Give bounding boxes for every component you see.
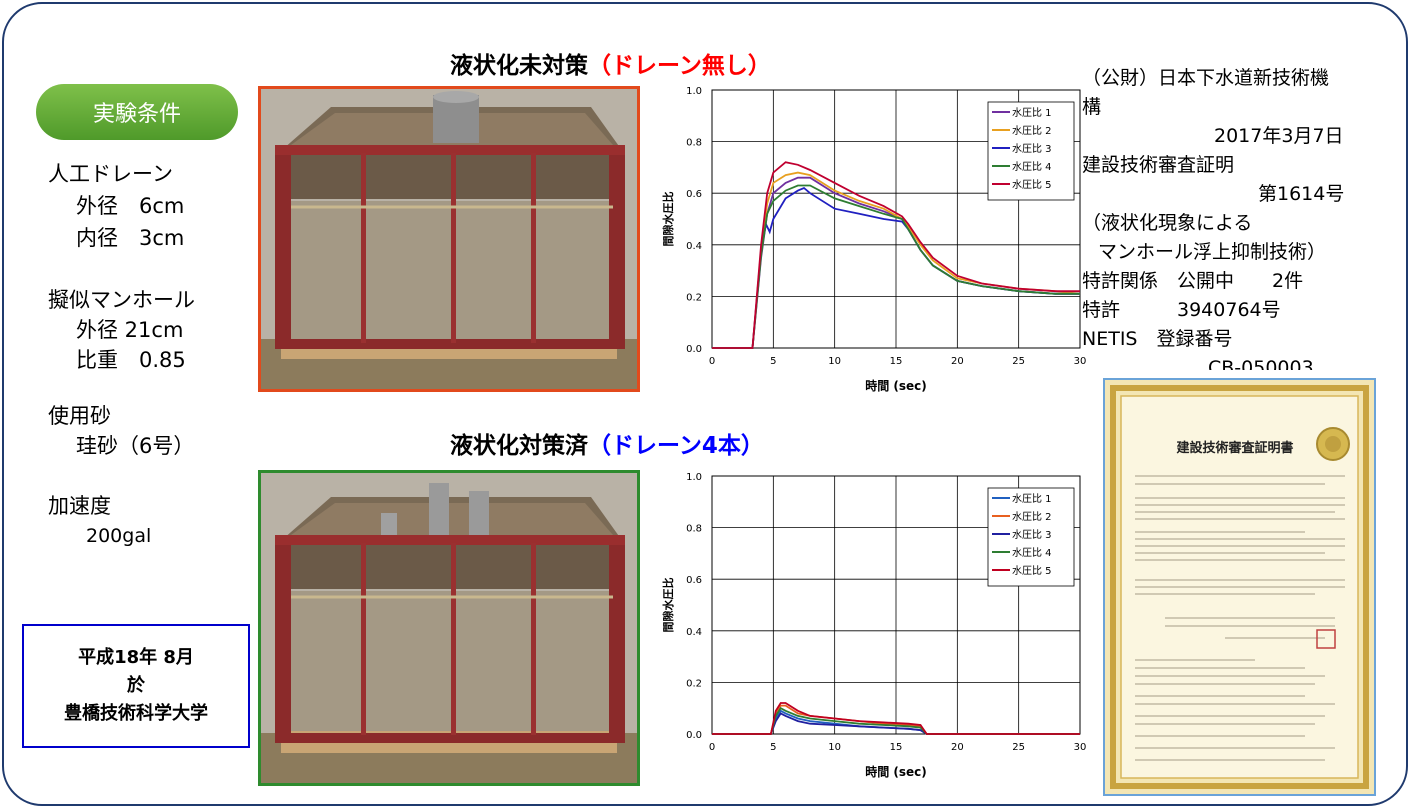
x-axis-label: 時間 (sec) <box>865 378 927 393</box>
y-tick-label: 0.8 <box>686 524 702 535</box>
date-line: 平成18年 8月 <box>78 647 194 668</box>
legend-label: 水圧比 3 <box>1012 529 1052 541</box>
photo-with-drain <box>258 470 640 786</box>
legend-label: 水圧比 1 <box>1012 107 1052 119</box>
info-cert-title: 建設技術審査証明 <box>1082 154 1235 176</box>
x-tick-label: 25 <box>1012 356 1025 367</box>
x-tick-label: 20 <box>951 742 964 753</box>
x-axis-label: 時間 (sec) <box>865 764 927 779</box>
top-title-main: 液状化未対策 <box>450 53 588 79</box>
series-line-3 <box>712 712 1080 735</box>
accel-value: 200gal <box>86 525 152 547</box>
top-title-sub: （ドレーン無し） <box>588 53 771 79</box>
y-tick-label: 1.0 <box>686 472 702 483</box>
x-tick-label: 15 <box>890 356 903 367</box>
bottom-title: 液状化対策済（ドレーン4本） <box>450 426 764 460</box>
x-tick-label: 20 <box>951 356 964 367</box>
y-tick-label: 0.6 <box>686 575 702 586</box>
y-tick-label: 0.2 <box>686 678 702 689</box>
y-tick-label: 0.0 <box>686 730 702 741</box>
series-line-4 <box>712 707 1080 735</box>
y-tick-label: 0.6 <box>686 189 702 200</box>
accel-label: 加速度 <box>48 494 111 518</box>
x-tick-label: 5 <box>770 356 776 367</box>
y-tick-label: 0.0 <box>686 344 702 355</box>
x-tick-label: 10 <box>828 356 841 367</box>
x-tick-label: 30 <box>1074 356 1087 367</box>
x-tick-label: 5 <box>770 742 776 753</box>
drain-od: 外径 6cm <box>76 194 185 218</box>
bottom-title-main: 液状化対策済 <box>450 433 588 459</box>
x-tick-label: 0 <box>709 356 715 367</box>
x-tick-label: 0 <box>709 742 715 753</box>
info-patent-status: 特許関係 公開中 2件 <box>1082 270 1304 292</box>
info-organization: （公財）日本下水道新技術機 <box>1082 67 1330 89</box>
info-date: 2017年3月7日 <box>1214 125 1344 147</box>
y-axis-label: 間隙水圧比 <box>661 578 675 633</box>
y-tick-label: 0.2 <box>686 292 702 303</box>
x-tick-label: 15 <box>890 742 903 753</box>
legend-label: 水圧比 2 <box>1012 125 1052 137</box>
info-organization-cont: 構 <box>1082 96 1102 118</box>
top-title: 液状化未対策（ドレーン無し） <box>450 46 771 80</box>
manhole-od: 外径 21cm <box>76 318 184 342</box>
manhole-sg: 比重 0.85 <box>76 348 186 372</box>
pore-pressure-chart-no-drain: 0 5 10 15 20 25 30 0.0 0.2 0.4 0.6 0.8 1.0 時間 (sec) 間隙… <box>661 86 1087 393</box>
y-tick-label: 0.8 <box>686 138 702 149</box>
experiment-date-box: 平成18年 8月 於 豊橋技術科学大学 <box>22 624 250 748</box>
y-axis-label: 間隙水圧比 <box>661 192 675 247</box>
series-line-5 <box>712 702 1080 735</box>
legend-label: 水圧比 4 <box>1012 161 1052 173</box>
y-tick-label: 0.4 <box>686 241 702 252</box>
drain-label: 人工ドレーン <box>48 162 173 186</box>
y-tick-label: 1.0 <box>686 86 702 97</box>
y-tick-label: 0.4 <box>686 627 702 638</box>
info-netis-number: CB-050003 <box>1208 357 1314 370</box>
university-line: 豊橋技術科学大学 <box>64 703 208 724</box>
manhole-label: 擬似マンホール <box>48 288 195 312</box>
x-tick-label: 10 <box>828 742 841 753</box>
legend-label: 水圧比 5 <box>1012 179 1052 191</box>
photo-no-drain <box>258 86 640 392</box>
info-patent-number: 特許 3940764号 <box>1082 299 1281 321</box>
test-tank-image <box>261 473 637 783</box>
sand-value: 珪砂（6号） <box>76 434 195 458</box>
certificate-image: 建設技術審査証明書 <box>1103 378 1376 796</box>
conditions-badge: 実験条件 <box>36 84 238 140</box>
info-tech-name-cont: マンホール浮上抑制技術） <box>1098 241 1327 263</box>
info-cert-number: 第1614号 <box>1258 183 1345 205</box>
x-tick-label: 30 <box>1074 742 1087 753</box>
certificate-document: 建設技術審査証明書 <box>1105 380 1374 794</box>
test-tank-image <box>261 89 637 389</box>
legend-label: 水圧比 4 <box>1012 547 1052 559</box>
sand-label: 使用砂 <box>48 404 111 428</box>
info-panel: （公財）日本下水道新技術機 構 2017年3月7日 建設技術審査証明 第1614… <box>1082 64 1402 370</box>
info-tech-name: （液状化現象による <box>1082 212 1253 234</box>
at-line: 於 <box>127 675 145 696</box>
legend-label: 水圧比 1 <box>1012 493 1052 505</box>
drain-id: 内径 3cm <box>76 226 185 250</box>
series-line-4 <box>712 184 1080 349</box>
bottom-title-sub: （ドレーン4本） <box>588 433 764 459</box>
certificate-title: 建設技術審査証明書 <box>1176 440 1293 456</box>
legend-label: 水圧比 3 <box>1012 143 1052 155</box>
legend-label: 水圧比 2 <box>1012 511 1052 523</box>
legend-label: 水圧比 5 <box>1012 565 1052 577</box>
info-netis-label: NETIS 登録番号 <box>1082 328 1233 350</box>
series-line-5 <box>712 161 1080 349</box>
pore-pressure-chart-with-drain: 0 5 10 15 20 25 30 0.0 0.2 0.4 0.6 0.8 1.0 時間 (sec) 間隙… <box>661 472 1087 779</box>
x-tick-label: 25 <box>1012 742 1025 753</box>
